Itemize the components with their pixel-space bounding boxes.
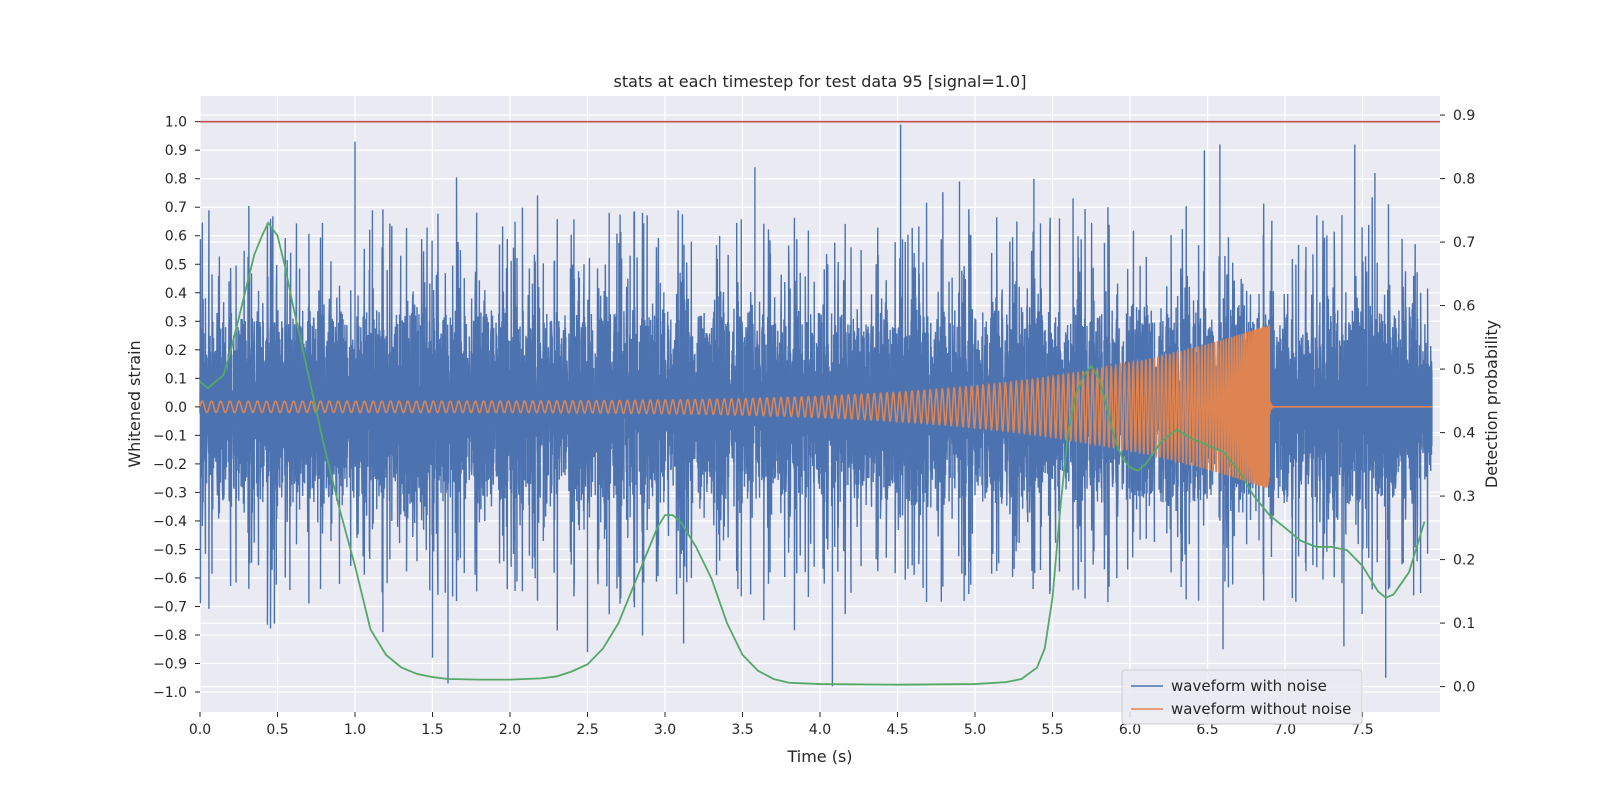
series-waveform-without-noise [199, 324, 1433, 488]
y-right-tick-label: 0.6 [1453, 299, 1475, 315]
x-tick-label: 1.0 [344, 722, 366, 738]
left-axis-ticks: −1.0 −0.9 −0.8 −0.7 −0.6 −0.5 −0.4 −0.3 −0.2 −0.1… [153, 115, 200, 701]
y-right-tick-label: 0.0 [1453, 680, 1475, 696]
x-tick-label: 6.5 [1196, 722, 1218, 738]
x-tick-label: 7.0 [1274, 722, 1296, 738]
y-right-tick-label: 0.9 [1453, 108, 1475, 124]
x-tick-label: 1.5 [421, 722, 443, 738]
y-right-tick-label: 0.7 [1453, 235, 1475, 251]
x-tick-label: 3.5 [731, 722, 753, 738]
y-left-tick-label: 0.8 [165, 172, 187, 188]
y-left-tick-label: 0.3 [165, 314, 187, 330]
x-tick-label: 2.0 [499, 722, 521, 738]
y-left-tick-label: 0.7 [165, 200, 187, 216]
x-tick-label: 6.0 [1119, 722, 1141, 738]
legend-label-noise: waveform with noise [1171, 677, 1327, 695]
legend-label-clean: waveform without noise [1171, 700, 1351, 718]
y-left-tick-label: −0.6 [153, 571, 187, 587]
y-left-tick-label: −0.2 [153, 457, 187, 473]
y-left-tick-label: −0.8 [153, 628, 187, 644]
x-tick-label: 2.5 [576, 722, 598, 738]
y-left-tick-label: −0.5 [153, 542, 187, 558]
y-left-tick-label: −0.9 [153, 657, 187, 673]
clean-waveform-line [199, 324, 1433, 488]
x-tick-label: 4.5 [886, 722, 908, 738]
right-axis-ticks: 0.0 0.1 0.2 0.3 0.4 0.5 0.6 0.7 0.8 0.9 [1440, 108, 1475, 696]
x-tick-label: 5.5 [1041, 722, 1063, 738]
legend-box [1121, 669, 1363, 725]
y-left-tick-label: −1.0 [153, 685, 187, 701]
y-right-tick-label: 0.3 [1453, 489, 1475, 505]
x-tick-label: 0.5 [266, 722, 288, 738]
x-axis-ticks: 0.0 0.5 1.0 1.5 2.0 2.5 3.0 3.5 4.0 4.5 5.0 5.5 6.0 6… [189, 712, 1374, 738]
y-left-tick-label: 0.9 [165, 143, 187, 159]
chart-title: stats at each timestep for test data 95 … [614, 72, 1027, 91]
x-tick-label: 3.0 [654, 722, 676, 738]
x-tick-label: 7.5 [1351, 722, 1373, 738]
y-left-tick-label: −0.1 [153, 428, 187, 444]
y-left-tick-label: 0.6 [165, 229, 187, 245]
y-right-tick-label: 0.1 [1453, 616, 1475, 632]
y-left-tick-label: 0.1 [165, 371, 187, 387]
y-left-tick-label: 0.4 [165, 286, 187, 302]
series-waveform-with-noise [199, 124, 1433, 687]
x-tick-label: 5.0 [964, 722, 986, 738]
noise-waveform-line [199, 124, 1433, 687]
y-left-tick-label: 0.2 [165, 343, 187, 359]
series-detection-probability [199, 221, 1426, 686]
y-right-tick-label: 0.5 [1453, 362, 1475, 378]
y-left-tick-label: −0.7 [153, 599, 187, 615]
y-right-tick-label: 0.4 [1453, 426, 1475, 442]
y-left-tick-label: 0.0 [165, 400, 187, 416]
y-axis-left-label: Whitened strain [125, 340, 144, 467]
legend: waveform with noise waveform without noi… [1121, 669, 1363, 725]
y-left-tick-label: −0.4 [153, 514, 187, 530]
y-right-tick-label: 0.8 [1453, 172, 1475, 188]
y-axis-right-label: Detection probability [1482, 320, 1501, 488]
x-tick-label: 0.0 [189, 722, 211, 738]
y-left-tick-label: −0.3 [153, 485, 187, 501]
y-right-tick-label: 0.2 [1453, 553, 1475, 569]
y-left-tick-label: 1.0 [165, 115, 187, 131]
x-axis-label: Time (s) [786, 747, 852, 766]
x-tick-label: 4.0 [809, 722, 831, 738]
probability-line [199, 221, 1426, 686]
y-left-tick-label: 0.5 [165, 257, 187, 273]
